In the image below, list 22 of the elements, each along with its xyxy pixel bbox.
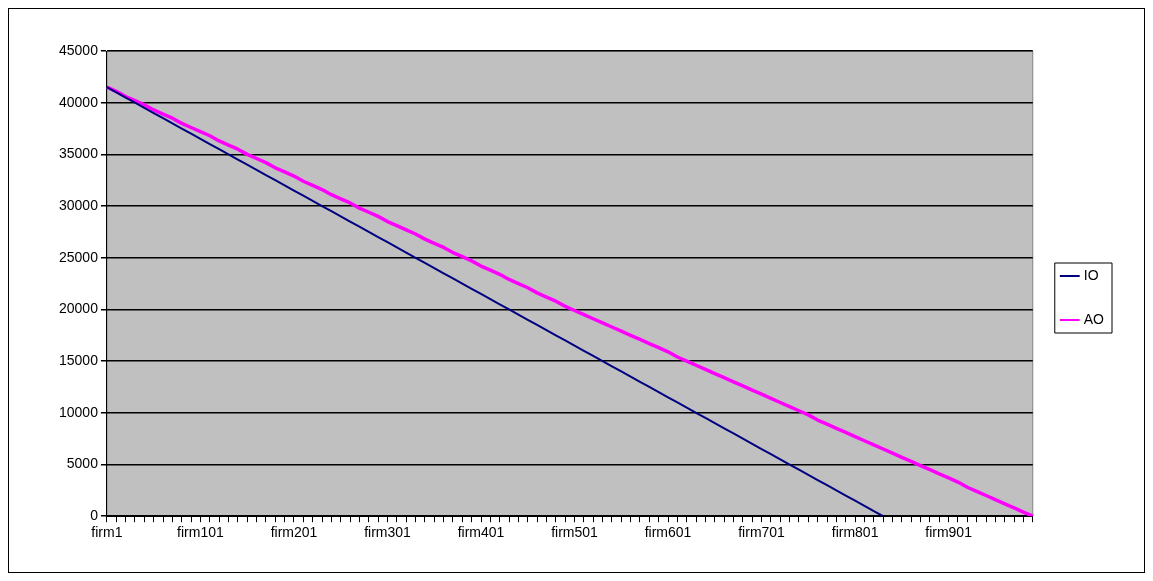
y-tick-label: 20000 [58, 300, 99, 317]
x-tick-label: firm201 [270, 524, 318, 541]
y-tick-label: 10000 [58, 403, 99, 420]
x-tick-label: firm701 [738, 524, 786, 541]
x-tick-label: firm401 [457, 524, 505, 541]
x-tick-label: firm301 [364, 524, 412, 541]
x-tick-label: firm501 [551, 524, 599, 541]
legend-label: IO [1083, 266, 1099, 283]
y-tick-label: 25000 [58, 248, 99, 265]
y-tick-label: 30000 [58, 196, 99, 213]
x-tick-label: firm1 [91, 524, 123, 541]
y-tick-label: 40000 [58, 93, 99, 110]
y-tick-label: 15000 [58, 351, 99, 368]
y-tick-label: 35000 [58, 145, 99, 162]
legend-label: AO [1083, 310, 1105, 327]
y-tick-label: 5000 [66, 455, 99, 472]
x-tick-label: firm901 [925, 524, 973, 541]
y-tick-label: 45000 [58, 41, 99, 58]
y-tick-label: 0 [90, 507, 99, 524]
x-tick-label: firm101 [177, 524, 224, 541]
x-tick-label: firm601 [644, 524, 692, 541]
x-tick-label: firm801 [831, 524, 879, 541]
